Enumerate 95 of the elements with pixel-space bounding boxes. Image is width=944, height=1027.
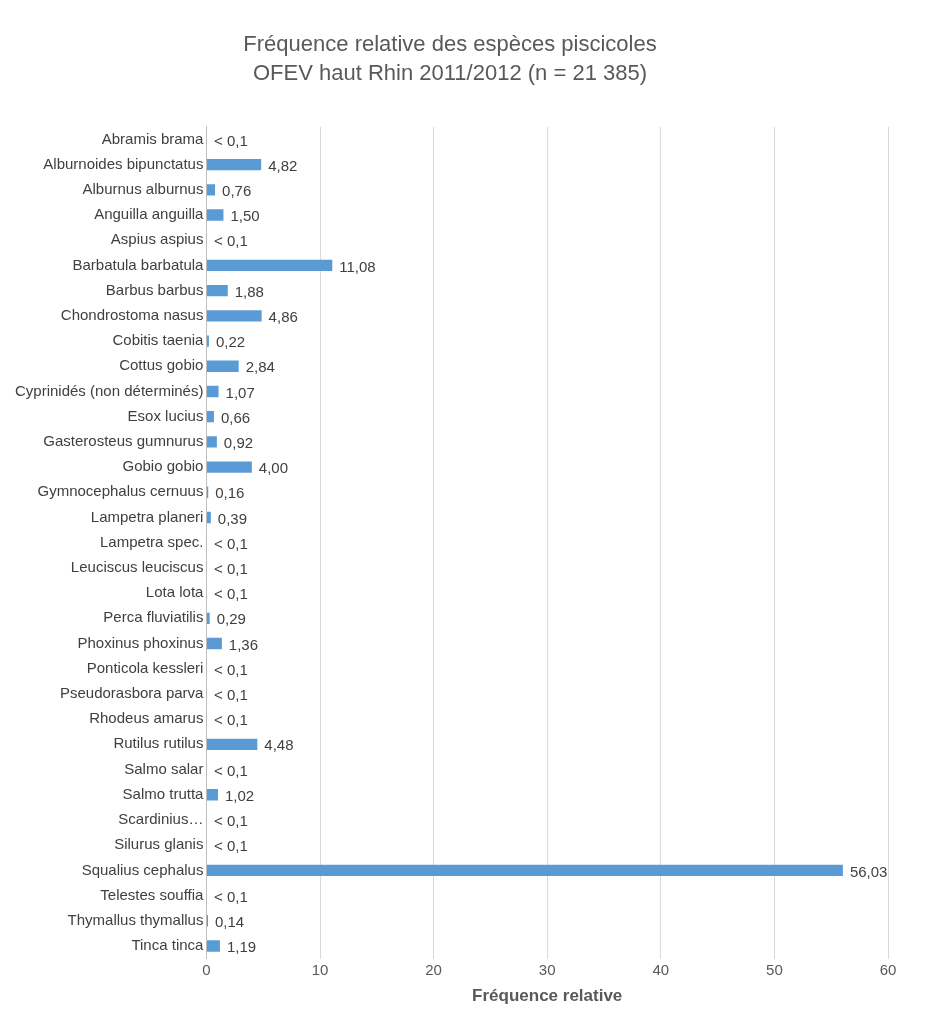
y-tick-label: Thymallus thymallus	[67, 910, 204, 928]
bar	[206, 612, 210, 624]
data-label: < 0,1	[213, 837, 248, 855]
bar	[206, 511, 211, 524]
y-tick-label: Telestes souffia	[100, 885, 205, 903]
y-tick-label: Cyprinidés (non déterminés)	[14, 381, 204, 399]
y-tick-label: Silurus glanis	[114, 835, 204, 853]
data-label: 0,76	[222, 181, 252, 199]
data-label: < 0,1	[213, 711, 248, 729]
data-label: 1,50	[230, 207, 260, 225]
bar	[206, 184, 216, 196]
bar	[206, 436, 217, 448]
data-label: 0,66	[220, 408, 251, 426]
bar	[206, 789, 218, 801]
data-label: 1,36	[228, 635, 259, 653]
y-tick-label: Salmo salar	[124, 759, 204, 777]
data-label: < 0,1	[213, 761, 248, 779]
data-label: 0,39	[217, 509, 248, 527]
data-label: 1,07	[225, 383, 255, 401]
y-tick-label: Rutilus rutilus	[113, 734, 204, 752]
data-label: 2,84	[245, 358, 275, 376]
bar	[206, 284, 228, 297]
y-tick-label: Chondrostoma nasus	[60, 305, 204, 323]
bar	[206, 940, 220, 952]
y-tick-label: Barbatula barbatula	[72, 255, 205, 273]
data-label: 11,08	[339, 257, 376, 275]
y-tick-label: Lota lota	[145, 583, 205, 601]
x-axis-title: Fréquence relative	[472, 986, 623, 1006]
y-tick-label: Anguilla anguilla	[94, 205, 205, 223]
bar	[206, 411, 214, 423]
y-tick-label: Squalius cephalus	[81, 860, 204, 878]
bar	[206, 209, 224, 221]
data-label: 4,82	[268, 156, 298, 174]
bar	[206, 738, 258, 751]
bar	[206, 335, 209, 347]
bar	[206, 461, 252, 473]
data-label: < 0,1	[213, 560, 248, 578]
data-label: < 0,1	[213, 534, 248, 552]
x-tick-label: 20	[425, 960, 442, 978]
data-label: < 0,1	[213, 887, 248, 905]
data-label: 0,22	[215, 333, 246, 351]
data-label: 4,86	[268, 307, 298, 325]
bar	[206, 360, 239, 372]
data-label: < 0,1	[213, 232, 248, 250]
y-tick-label: Rhodeus amarus	[89, 709, 204, 727]
y-tick-label: Aspius aspius	[110, 230, 204, 248]
data-label: < 0,1	[213, 660, 248, 678]
y-tick-label: Pseudorasbora parva	[59, 684, 205, 702]
bar	[206, 385, 219, 398]
x-tick-label: 40	[652, 960, 670, 978]
data-label: 0,14	[215, 912, 245, 930]
chart-title: Fréquence relative des espèces piscicoles	[243, 31, 657, 57]
y-tick-label: Gymnocephalus cernuus	[37, 482, 204, 500]
y-tick-label: Ponticola kessleri	[86, 658, 204, 676]
y-tick-label: Lampetra spec.	[100, 532, 204, 550]
y-tick-label: Perca fluviatilis	[103, 608, 204, 626]
data-label: 0,92	[223, 434, 254, 452]
bar	[206, 310, 262, 322]
y-tick-label: Gasterosteus gumnurus	[43, 432, 204, 450]
y-tick-label: Gobio gobio	[122, 457, 204, 475]
y-tick-label: Alburnus alburnus	[82, 179, 204, 197]
y-tick-label: Barbus barbus	[105, 280, 204, 298]
y-tick-label: Abramis brama	[101, 129, 205, 147]
chart-subtitle: OFEV haut Rhin 2011/2012 (n = 21 385)	[252, 59, 648, 85]
data-label: 56,03	[849, 862, 888, 880]
y-tick-label: Alburnoides bipunctatus	[43, 154, 204, 172]
data-label: < 0,1	[213, 686, 248, 704]
y-tick-label: Esox lucius	[127, 406, 204, 424]
x-tick-label: 30	[538, 960, 556, 978]
bar	[206, 158, 262, 171]
bar	[206, 864, 843, 877]
data-label: < 0,1	[213, 585, 248, 603]
data-label: 1,02	[225, 786, 255, 804]
data-label: 4,00	[258, 459, 289, 477]
x-tick-label: 60	[879, 960, 897, 978]
y-tick-label: Lampetra planeri	[90, 507, 204, 525]
y-tick-label: Salmo trutta	[122, 784, 205, 802]
y-tick-label: Cottus gobio	[119, 356, 204, 374]
y-tick-label: Tinca tinca	[131, 936, 205, 954]
x-tick-label: 10	[311, 960, 329, 978]
bar	[206, 259, 333, 272]
y-tick-label: Leuciscus leuciscus	[70, 558, 204, 576]
x-tick-label: 0	[202, 960, 211, 978]
x-tick-label: 50	[766, 960, 783, 978]
data-label: 1,88	[234, 282, 264, 300]
bar	[206, 637, 222, 650]
data-label: 4,48	[264, 736, 294, 754]
data-label: 0,16	[215, 484, 245, 502]
data-label: < 0,1	[213, 812, 248, 830]
y-tick-label: Cobitis taenia	[112, 331, 205, 349]
data-label: 0,29	[216, 610, 246, 628]
data-label: < 0,1	[213, 131, 248, 149]
y-tick-label: Scardinius…	[118, 810, 204, 828]
y-tick-label: Phoxinus phoxinus	[77, 633, 204, 651]
data-label: 1,19	[226, 938, 257, 956]
